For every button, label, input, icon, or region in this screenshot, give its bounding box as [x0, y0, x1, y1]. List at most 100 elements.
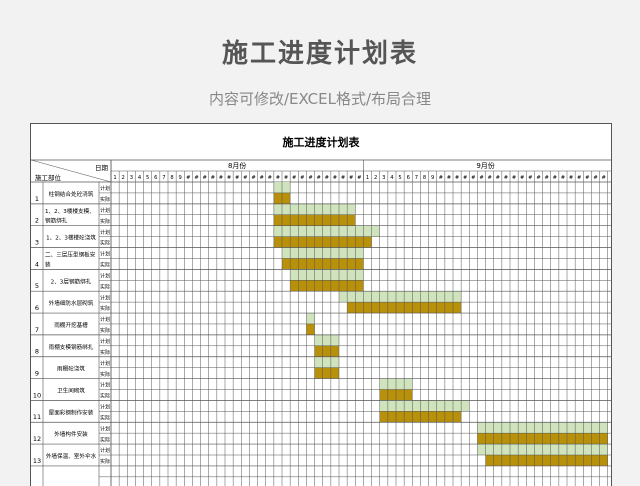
month-label: 8月份 [228, 161, 246, 170]
day-label: 2 [122, 175, 125, 181]
actual-bar [485, 455, 608, 466]
month-label: 9月份 [476, 161, 494, 170]
day-label: # [211, 175, 215, 181]
day-label: # [227, 175, 231, 181]
day-label: # [544, 175, 548, 181]
day-label: # [577, 175, 581, 181]
day-label: 4 [390, 175, 394, 181]
day-label: 4 [138, 175, 142, 181]
actual-label: 实际 [100, 283, 110, 290]
actual-label: 实际 [100, 393, 110, 400]
actual-bar [306, 323, 315, 335]
page-title: 施工进度计划表 [221, 39, 418, 69]
task-number: 7 [35, 326, 39, 334]
day-label: # [569, 175, 573, 181]
day-label: # [528, 175, 532, 181]
task-number: 5 [35, 282, 39, 290]
actual-label: 实际 [100, 414, 110, 421]
task-name: 屋面彩钢制作安装 [49, 408, 94, 416]
day-label: # [186, 175, 190, 181]
day-label: # [341, 175, 345, 181]
day-label: # [284, 175, 288, 181]
day-label: # [276, 175, 280, 181]
task-name: 1、2、3楼楼砼浇筑 [46, 234, 96, 242]
day-label: # [316, 175, 320, 181]
actual-label: 实际 [100, 327, 110, 334]
sheet-title: 施工进度计划表 [283, 135, 361, 149]
task-number: 1 [35, 195, 39, 203]
plan-bar [314, 334, 340, 346]
plan-label: 计划 [100, 338, 110, 345]
actual-bar [314, 367, 340, 379]
plan-label: 计划 [100, 294, 110, 301]
task-name: 雨棚支模钢筋绑扎 [49, 343, 94, 351]
task-number: 13 [33, 457, 41, 465]
plan-bar [306, 313, 315, 324]
task-name: 二、三层压型钢板安 [45, 250, 96, 258]
day-label: 2 [374, 175, 377, 181]
plan-bar [314, 356, 340, 368]
task-number: 10 [33, 391, 41, 399]
task-number: 9 [35, 370, 39, 378]
day-label: # [235, 175, 239, 181]
schedule-sheet: 施工进度计划表 日期 施工部位 8月份 9月份 1 2 3 4 5 6 7 8 9 # # # # # # # # # # # #… [30, 123, 612, 486]
day-label: # [439, 175, 443, 181]
actual-label: 实际 [100, 305, 110, 312]
plan-label: 计划 [100, 425, 110, 432]
actual-label: 实际 [100, 436, 110, 443]
actual-label: 实际 [100, 218, 110, 225]
plan-bar [290, 269, 364, 281]
plan-label: 计划 [100, 207, 110, 214]
day-label: # [357, 175, 361, 181]
day-label: # [512, 175, 516, 181]
task-number: 11 [33, 413, 41, 421]
day-label: # [496, 175, 500, 181]
day-label: # [447, 175, 451, 181]
plan-bar [379, 400, 470, 412]
day-label: # [251, 175, 255, 181]
day-label: # [520, 175, 524, 181]
day-label: # [593, 175, 597, 181]
day-label: # [202, 175, 206, 181]
day-label: # [561, 175, 565, 181]
task-number: 8 [35, 348, 39, 356]
day-label: 5 [146, 175, 149, 181]
plan-label: 计划 [100, 404, 110, 411]
day-label: # [471, 175, 475, 181]
page-subtitle: 内容可修改/EXCEL格式/布局合理 [208, 90, 432, 108]
plan-label: 计划 [100, 360, 110, 367]
day-label: # [292, 175, 296, 181]
day-label: # [349, 175, 353, 181]
day-label: # [333, 175, 337, 181]
plan-label: 计划 [100, 185, 110, 192]
day-label: 6 [154, 175, 157, 181]
plan-label: 计划 [100, 251, 110, 258]
actual-label: 实际 [100, 240, 110, 247]
task-name: 卫生间砌筑 [57, 386, 85, 394]
day-label: 7 [415, 175, 418, 181]
task-number: 2 [35, 217, 39, 225]
day-label: 1 [366, 175, 369, 181]
day-label: 7 [162, 175, 165, 181]
task-number: 6 [35, 304, 39, 312]
day-label: # [455, 175, 459, 181]
task-name: 雨棚开挖基槽 [54, 321, 88, 329]
day-label: 1 [113, 175, 116, 181]
day-label: # [504, 175, 508, 181]
actual-label: 实际 [100, 262, 110, 269]
day-label: 6 [407, 175, 410, 181]
day-label: 3 [130, 175, 133, 181]
corner-diagonal [31, 159, 112, 183]
day-label: 8 [423, 175, 426, 181]
plan-label: 计划 [100, 382, 110, 389]
task-name: 雨棚砼浇筑 [57, 365, 85, 373]
day-label: # [243, 175, 247, 181]
corner-part-label: 施工部位 [35, 173, 62, 182]
day-label: 3 [382, 175, 385, 181]
day-label: # [601, 175, 605, 181]
task-name: 1、2、3楼楼支模、 [45, 207, 95, 215]
task-name: 柱钢结合处砼浇筑 [49, 190, 94, 198]
plan-bar [339, 291, 462, 303]
corner-date-label: 日期 [95, 164, 109, 172]
